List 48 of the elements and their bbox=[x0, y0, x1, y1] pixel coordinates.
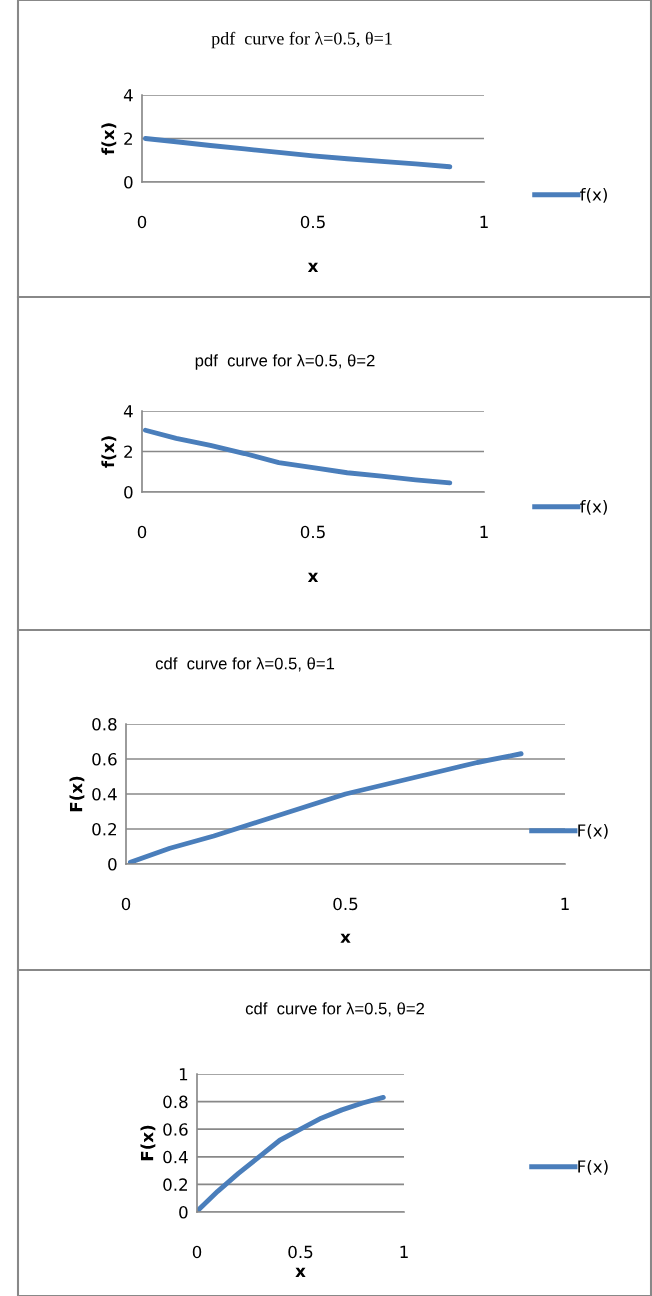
y-tick-label: 0.4 bbox=[163, 1150, 188, 1164]
x-tick-label: 1 bbox=[480, 215, 488, 228]
x-axis-title: x bbox=[307, 262, 319, 272]
legend-label: f(x) bbox=[580, 187, 607, 203]
y-tick-label: 1 bbox=[179, 1068, 188, 1081]
y-tick-label: 2 bbox=[124, 132, 132, 145]
line-series bbox=[197, 1095, 386, 1212]
x-tick-label: 0.5 bbox=[333, 897, 358, 911]
x-tick-label: 0 bbox=[192, 1245, 202, 1259]
y-tick-label: 0 bbox=[179, 1205, 188, 1219]
x-tick-label: 1 bbox=[561, 897, 569, 910]
chart-title: cdf curve for λ=0.5, θ=1 bbox=[155, 657, 335, 672]
y-tick-label: 0.6 bbox=[163, 1123, 188, 1136]
y-tick-label: 4 bbox=[123, 89, 133, 102]
line-series bbox=[142, 136, 453, 170]
x-tick-label: 1 bbox=[400, 1245, 408, 1258]
x-tick-label: 0 bbox=[137, 525, 147, 539]
chart-title: cdf curve for λ=0.5, θ=2 bbox=[245, 1002, 425, 1017]
x-tick-label: 0.5 bbox=[288, 1245, 313, 1259]
y-tick-label: 0.6 bbox=[92, 752, 117, 766]
y-tick-label: 0.8 bbox=[92, 717, 117, 731]
x-tick-label: 0.5 bbox=[300, 215, 325, 229]
y-tick-label: 0 bbox=[124, 485, 133, 499]
legend-label: F(x) bbox=[578, 1159, 608, 1175]
x-axis-title: x bbox=[307, 572, 319, 582]
x-tick-label: 1 bbox=[480, 525, 488, 538]
y-axis-title: F(x) bbox=[69, 776, 85, 812]
chart-title: pdf curve for λ=0.5, θ=2 bbox=[195, 354, 375, 370]
y-axis-title: f(x) bbox=[101, 123, 117, 155]
x-axis-title: x bbox=[295, 1267, 306, 1277]
y-tick-label: 0.4 bbox=[92, 787, 117, 801]
y-tick-label: 0 bbox=[108, 857, 117, 871]
y-axis-title: f(x) bbox=[101, 436, 117, 468]
x-tick-label: 0.5 bbox=[300, 525, 325, 539]
x-tick-label: 0 bbox=[137, 215, 147, 229]
x-axis-title: x bbox=[340, 933, 351, 943]
y-tick-label: 0.8 bbox=[163, 1095, 188, 1109]
line-series bbox=[142, 427, 453, 486]
y-tick-label: 0.2 bbox=[163, 1178, 187, 1191]
legend-label: F(x) bbox=[578, 823, 608, 839]
y-tick-label: 0.2 bbox=[92, 822, 116, 836]
y-axis-title: F(x) bbox=[140, 1125, 156, 1161]
y-tick-label: 2 bbox=[124, 445, 132, 458]
y-tick-label: 0 bbox=[124, 175, 133, 189]
chart-title: pdf curve for λ=0.5, θ=1 bbox=[211, 31, 392, 49]
legend-label: f(x) bbox=[580, 499, 607, 515]
y-tick-label: 4 bbox=[123, 405, 133, 418]
line-series bbox=[127, 751, 524, 864]
